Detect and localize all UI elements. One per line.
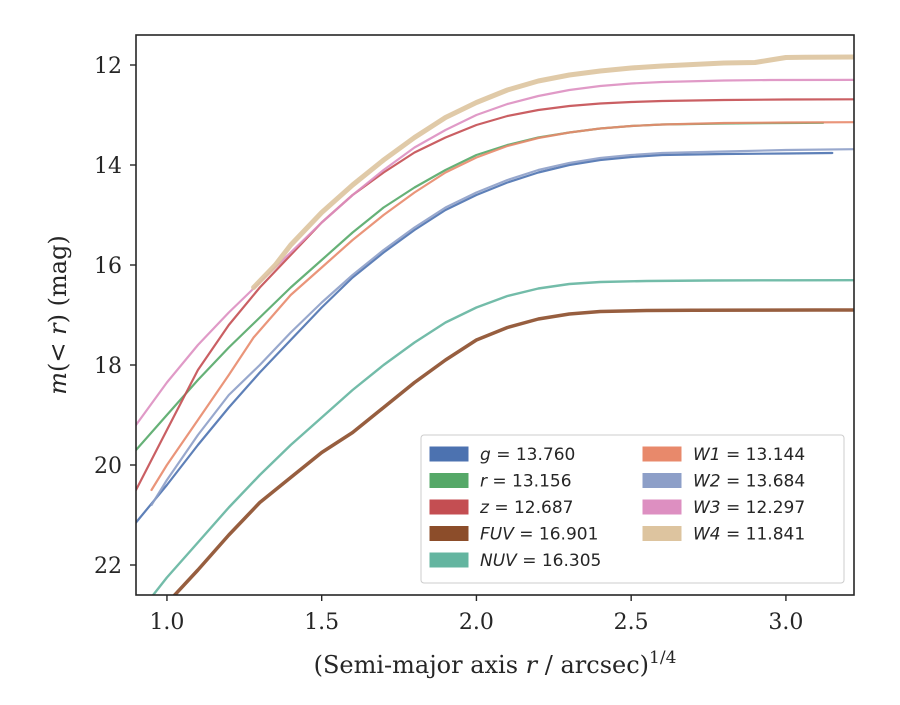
y-axis-label-text: (< bbox=[44, 335, 72, 372]
x-tick-label: 3.0 bbox=[768, 610, 803, 635]
ticks-layer: 1.0 1.5 2.0 2.5 3.0 12 14 16 18 20 22 bbox=[94, 54, 803, 635]
y-tick-label: 22 bbox=[94, 554, 122, 579]
legend-band-name: W3 bbox=[693, 498, 721, 518]
x-tick-label: 1.5 bbox=[304, 610, 339, 635]
series-line-w1 bbox=[150, 121, 854, 492]
series-line-w2 bbox=[150, 148, 854, 507]
series-line-nuv bbox=[151, 279, 854, 595]
y-axis-label-math: m bbox=[44, 372, 72, 395]
legend-label-z: z = 12.687 bbox=[479, 498, 573, 518]
y-tick-label: 16 bbox=[94, 254, 122, 279]
legend-value: = 13.684 bbox=[721, 472, 806, 492]
legend-value: = 11.841 bbox=[721, 525, 806, 545]
legend-swatch-w4 bbox=[642, 526, 682, 541]
legend-band-name: z bbox=[479, 498, 490, 518]
plot-frame bbox=[135, 34, 855, 596]
x-axis-label: (Semi-major axis r / arcsec)1/4 bbox=[314, 648, 677, 679]
legend-value: = 13.760 bbox=[491, 445, 576, 465]
legend-swatch-r bbox=[429, 473, 469, 488]
legend-label-nuv: NUV = 16.305 bbox=[480, 551, 601, 571]
legend-label-w1: W1 = 13.144 bbox=[693, 445, 805, 465]
legend-label-w4: W4 = 11.841 bbox=[693, 525, 805, 545]
x-tick-label: 1.0 bbox=[149, 610, 184, 635]
legend-band-name: W2 bbox=[693, 472, 721, 492]
legend-swatch-g bbox=[429, 446, 469, 462]
x-tick-label: 2.0 bbox=[459, 610, 494, 635]
legend-value: = 13.144 bbox=[721, 445, 806, 465]
series-layer bbox=[136, 54, 854, 595]
y-tick-label: 12 bbox=[94, 54, 122, 79]
legend-value: = 13.156 bbox=[487, 472, 572, 492]
legend-swatch-w2 bbox=[642, 473, 682, 488]
series-line-w4 bbox=[251, 54, 854, 290]
legend-label-w3: W3 = 12.297 bbox=[693, 498, 805, 518]
legend-label-r: r = 13.156 bbox=[480, 472, 572, 492]
x-axis-label-var: r bbox=[526, 651, 539, 679]
legend-band-name: FUV bbox=[480, 525, 515, 545]
series-line-z bbox=[136, 98, 854, 492]
legend-band-name: NUV bbox=[480, 551, 518, 571]
series-line-g bbox=[136, 151, 834, 524]
x-axis-label-text: / arcsec) bbox=[537, 651, 649, 679]
y-axis-label-text: ) (mag) bbox=[44, 235, 72, 323]
legend-label-g: g = 13.760 bbox=[480, 445, 575, 465]
legend-band-name: W1 bbox=[693, 445, 721, 465]
legend-swatch-nuv bbox=[429, 552, 469, 568]
legend-swatch-fuv bbox=[429, 526, 469, 541]
legend-band-name: g bbox=[480, 445, 491, 465]
legend-value: = 12.297 bbox=[721, 498, 806, 518]
legend-box bbox=[420, 434, 845, 584]
y-axis-label: m(< r) (mag) bbox=[44, 235, 72, 395]
legend-label-w2: W2 = 13.684 bbox=[693, 472, 805, 492]
legend-band-name: W4 bbox=[693, 525, 721, 545]
legend-value: = 16.305 bbox=[517, 551, 602, 571]
legend-value: = 12.687 bbox=[489, 498, 574, 518]
legend-swatch-w1 bbox=[642, 446, 682, 462]
y-tick-label: 20 bbox=[94, 454, 122, 479]
legend-swatch-w3 bbox=[642, 499, 682, 515]
series-line-fuv bbox=[172, 308, 854, 595]
series-line-w3 bbox=[136, 78, 854, 427]
y-tick-label: 14 bbox=[94, 154, 122, 179]
legend-band-name: r bbox=[480, 472, 488, 492]
legend-swatch-z bbox=[429, 499, 469, 515]
series-line-r bbox=[136, 121, 825, 452]
legend-label-fuv: FUV = 16.901 bbox=[480, 525, 598, 545]
legend-value: = 16.901 bbox=[514, 525, 599, 545]
x-axis-label-text: (Semi-major axis bbox=[314, 651, 526, 679]
y-tick-label: 18 bbox=[94, 354, 122, 379]
x-axis-label-power: 1/4 bbox=[649, 648, 676, 668]
x-tick-label: 2.5 bbox=[614, 610, 649, 635]
y-axis-label-math: r bbox=[44, 322, 72, 335]
